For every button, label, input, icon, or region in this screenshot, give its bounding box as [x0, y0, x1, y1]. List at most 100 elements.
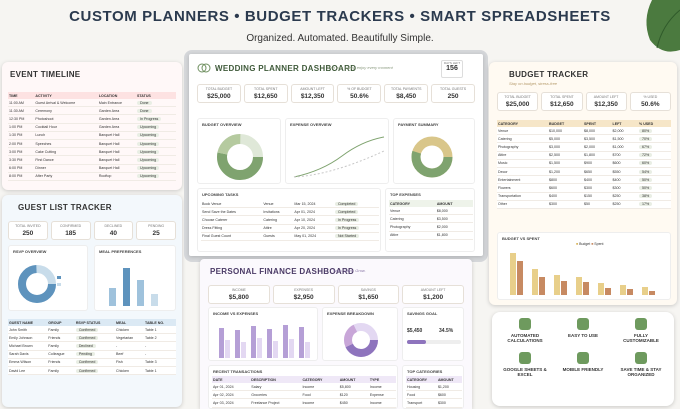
- table-row: 1:00 PM Cocktail Hour Garden Area Upcoming: [8, 123, 176, 132]
- cell: $8,000: [583, 127, 612, 136]
- cell: Beef: [115, 350, 145, 359]
- column-header: GUEST NAME: [9, 320, 33, 325]
- days-left: DAYS LEFT 156: [441, 60, 463, 78]
- cell: 3:30 PM: [8, 155, 35, 165]
- cell: $1,500: [548, 159, 584, 168]
- kpi: TOTAL BUDGET $25,000: [197, 84, 241, 103]
- cell: Dinner: [34, 164, 98, 173]
- status-pill: Declined: [75, 343, 96, 348]
- data-table: Book Venue Venue Mar 15, 2024 Completed Send…: [201, 200, 379, 241]
- cell: Cocktail Hour: [34, 123, 98, 132]
- cell: Garden Area: [97, 106, 136, 116]
- kpi-label: TOTAL BUDGET: [504, 95, 531, 99]
- kpi-value: $1,650: [358, 294, 379, 301]
- guest-list-panel: GUEST LIST TRACKER TOTAL INVITED 250 CONFI…: [2, 195, 182, 407]
- line-chart: [293, 136, 385, 178]
- main-title: CUSTOM PLANNERS • BUDGET TRACKERS • SMAR…: [69, 8, 611, 25]
- cell: Table 1: [144, 366, 176, 376]
- table-row: 3:30 PM First Dance Banquet Hall Upcoming: [8, 155, 176, 165]
- cell: 50%: [638, 183, 671, 193]
- value: 156: [446, 65, 458, 72]
- table-row: Housing $1,200: [406, 383, 462, 392]
- status-pill: 72%: [639, 153, 653, 158]
- kpi-value: $2,950: [293, 294, 314, 301]
- kpi-value: 50.6%: [350, 93, 369, 100]
- bar-chart: [510, 253, 655, 295]
- kpi-label: AMOUNT LEFT: [420, 288, 446, 292]
- cell: 60%: [638, 159, 671, 168]
- column-header: DESCRIPTION: [251, 377, 276, 382]
- cell: Upcoming: [135, 164, 176, 173]
- table-row: Photography $3,000 $2,000 $1,000 67%: [497, 142, 671, 152]
- kpi: EXPENSES $2,950: [272, 285, 335, 304]
- cell: $250: [611, 192, 638, 201]
- kpi-label: PENDING: [148, 224, 165, 228]
- cell: Apr 02, 2024: [212, 390, 251, 400]
- cell: $300: [548, 200, 584, 209]
- cell: $5,000: [548, 134, 584, 144]
- cell: Family: [47, 341, 75, 351]
- cell: $2,500: [548, 151, 584, 160]
- cell: Income: [368, 383, 396, 392]
- table: DATE DESCRIPTION CATEGORY AMOUNT TYPE Apr 01,…: [212, 376, 396, 408]
- cell: Guests: [262, 232, 294, 241]
- cell: Venue: [262, 200, 294, 209]
- cell: 80%: [638, 127, 671, 136]
- cell: 54%: [638, 167, 671, 177]
- cell: Freelance Project: [250, 398, 302, 408]
- kpi: CONFIRMED 185: [50, 221, 91, 240]
- cell: Table 1: [144, 326, 176, 335]
- cell: Completed: [333, 200, 379, 209]
- donut: [344, 323, 378, 357]
- cell: Housing: [406, 383, 437, 392]
- table-row: Venue $8,000: [389, 207, 473, 216]
- cell: Catering: [389, 214, 436, 224]
- panel-title: EVENT TIMELINE: [10, 70, 81, 79]
- cell: Friends: [47, 333, 75, 343]
- tagline: Stay on budget, stress-free: [509, 81, 558, 86]
- cell: Family: [47, 326, 75, 335]
- cell: 8:00 PM: [8, 172, 35, 181]
- kpi: TOTAL SPENT $12,650: [243, 84, 288, 103]
- status-pill: Confirmed: [75, 368, 99, 373]
- cell: $1,200: [436, 383, 462, 392]
- cell: Apr 03, 2024: [212, 398, 251, 408]
- table-row: David Lee Family Confirmed Chicken Table 1: [8, 366, 176, 376]
- cell: Attire: [497, 151, 549, 160]
- kpi: AMOUNT LEFT $1,200: [402, 285, 464, 304]
- column-header: LEFT: [612, 121, 622, 126]
- kpis: TOTAL BUDGET $25,000 TOTAL SPENT $12,650 AMO…: [197, 84, 475, 103]
- kpi-value: 25: [152, 230, 160, 237]
- column-header: DATE: [213, 377, 223, 382]
- cell: $800: [548, 175, 584, 185]
- cell: Upcoming: [135, 123, 176, 132]
- cell: In Progress: [135, 114, 176, 124]
- cell: Book Venue: [201, 200, 263, 209]
- feature-icon: [519, 351, 531, 364]
- kpi-label: TOTAL BUDGET: [205, 87, 233, 91]
- budget-panel: BUDGET TRACKER Stay on budget, stress-fr…: [489, 62, 677, 305]
- tasks-card: UPCOMING TASKS Book Venue Venue Mar 15, 20…: [197, 188, 381, 252]
- status-pill: 67%: [639, 144, 653, 149]
- header-row: GUEST NAME GROUP RSVP STATUS MEAL TABLE NO.: [8, 319, 176, 326]
- kpi: PENDING 25: [136, 221, 176, 240]
- column-header: AMOUNT: [436, 201, 453, 206]
- status-pill: 80%: [639, 128, 653, 133]
- cell: $150: [583, 192, 612, 201]
- kpi: TOTAL BUDGET $25,000: [497, 92, 539, 111]
- table: TIME ACTIVITY LOCATION STATUS 11:00 AM Guest …: [8, 92, 176, 181]
- cell: $10,000: [548, 127, 584, 136]
- cell: $400: [611, 175, 638, 185]
- cell: Confirmed: [74, 358, 115, 367]
- cell: Apr 01, 2024: [212, 383, 251, 392]
- transactions-card: RECENT TRANSACTIONS DATE DESCRIPTION CATEG…: [208, 365, 398, 409]
- feature: MOBILE FRIENDLY: [554, 351, 612, 378]
- table-row: Decor $1,200 $650 $550 54%: [497, 167, 671, 177]
- kpi: % USED 50.6%: [629, 92, 671, 111]
- column-header: CATEGORY: [302, 377, 323, 382]
- cell: Groceries: [250, 390, 302, 400]
- cell: In Progress: [333, 224, 379, 233]
- table: Book Venue Venue Mar 15, 2024 Completed Send…: [201, 200, 379, 241]
- cell: Income: [301, 398, 339, 408]
- cell: Speeches: [34, 139, 98, 149]
